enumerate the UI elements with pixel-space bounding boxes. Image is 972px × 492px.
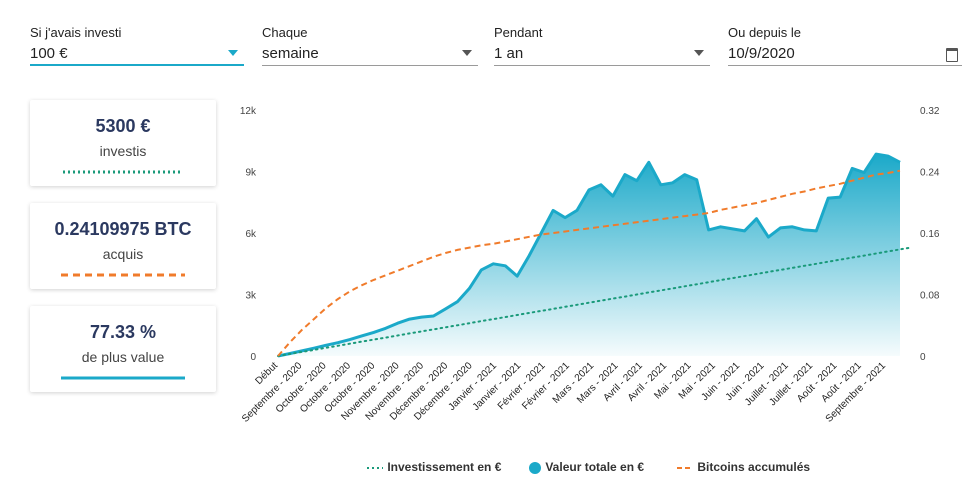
invested-card: 5300 € investis (30, 100, 216, 186)
total-value-line (277, 152, 901, 358)
calendar-icon[interactable] (946, 48, 958, 62)
gain-value: 77.33 % (89, 322, 157, 342)
y-left-tick-label: 3k (245, 291, 257, 302)
amount-label: Si j'avais investi (30, 25, 122, 40)
y-right-tick-label: 0.32 (920, 106, 940, 117)
duration-value: 1 an (494, 45, 524, 62)
chevron-down-icon (228, 50, 238, 56)
frequency-select[interactable]: Chaque semaine (262, 22, 478, 66)
acquired-label: acquis (102, 246, 144, 262)
legend-btc[interactable]: Bitcoins accumulés (676, 460, 810, 474)
duration-underline (494, 65, 710, 66)
y-left-tick-label: 0 (250, 352, 256, 363)
chart-legend: Investissement en € Valeur totale en € B… (0, 456, 972, 480)
gain-legend-line (61, 376, 185, 380)
legend-investment-label: Investissement en € (387, 460, 502, 474)
total-value-area (278, 154, 900, 356)
invested-label: investis (99, 143, 147, 159)
amount-select[interactable]: Si j'avais investi 100 € (30, 22, 244, 66)
chevron-down-icon (694, 50, 704, 56)
acquired-card: 0.24109975 BTC acquis (30, 203, 216, 289)
amount-value: 100 € (30, 45, 68, 62)
invested-value: 5300 € (95, 116, 151, 136)
duration-label: Pendant (494, 25, 543, 40)
y-right-tick-label: 0.16 (920, 229, 940, 240)
legend-btc-swatch (677, 466, 693, 469)
date-value: 10/9/2020 (728, 45, 795, 62)
acquired-value: 0.24109975 BTC (54, 219, 192, 239)
frequency-label: Chaque (262, 25, 308, 40)
legend-total-value[interactable]: Valeur totale en € (528, 460, 644, 475)
y-right-tick-label: 0.24 (920, 168, 940, 179)
y-right-tick-label: 0 (920, 352, 926, 363)
y-left-tick-label: 6k (245, 229, 257, 240)
invested-legend-line (63, 170, 183, 174)
y-left-tick-label: 9k (245, 168, 257, 179)
chart: 03k6k9k12k00.080.160.240.32DébutSeptembr… (240, 106, 940, 425)
date-input[interactable]: Ou depuis le 10/9/2020 (728, 22, 962, 66)
btc-line (277, 169, 901, 357)
amount-underline (30, 64, 244, 66)
duration-select[interactable]: Pendant 1 an (494, 22, 710, 66)
legend-total-value-swatch (529, 461, 541, 474)
legend-total-value-label: Valeur totale en € (545, 460, 645, 474)
legend-investment-swatch (367, 466, 383, 469)
frequency-underline (262, 65, 478, 66)
acquired-legend-line (61, 273, 185, 277)
gain-card: 77.33 % de plus value (30, 306, 216, 392)
legend-investment[interactable]: Investissement en € (366, 460, 501, 474)
y-left-tick-label: 12k (240, 106, 257, 117)
date-label: Ou depuis le (728, 25, 801, 40)
chevron-down-icon (462, 50, 472, 56)
legend-btc-label: Bitcoins accumulés (697, 460, 811, 474)
y-right-tick-label: 0.08 (920, 291, 940, 302)
gain-label: de plus value (81, 349, 165, 365)
date-underline (728, 65, 962, 66)
frequency-value: semaine (262, 45, 319, 62)
